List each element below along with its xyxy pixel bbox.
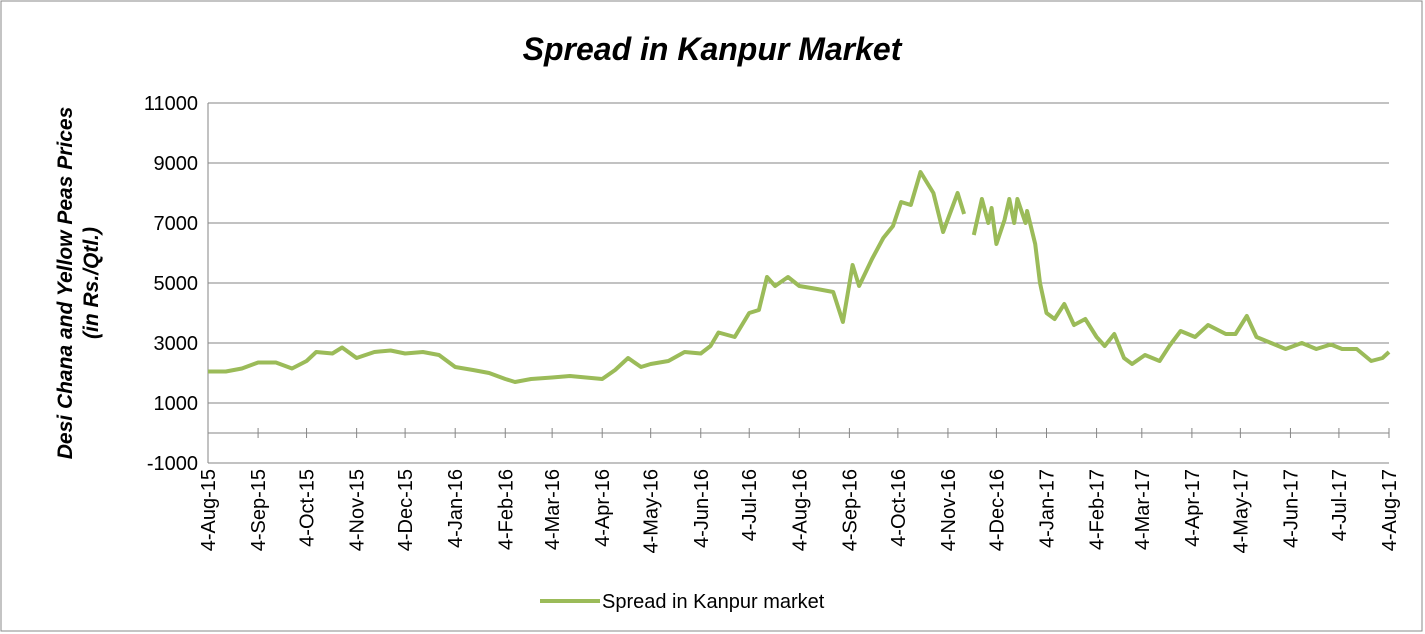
x-tick-label: 4-Jul-16: [739, 469, 761, 541]
x-tick-label: 4-Aug-15: [198, 469, 220, 551]
x-tick-label: 4-Jul-17: [1329, 469, 1351, 541]
x-tick-label: 4-Apr-17: [1182, 469, 1204, 547]
y-axis-title: Desi Chana and Yellow Peas Prices: [54, 107, 77, 460]
x-tick-label: 4-Feb-17: [1087, 469, 1109, 550]
x-tick-label: 4-Jun-16: [691, 469, 713, 548]
x-tick-label: 4-Oct-16: [888, 469, 910, 547]
x-tick-label: 4-Jan-17: [1036, 469, 1058, 548]
x-tick-label: 4-May-16: [641, 469, 663, 553]
y-tick-label: 7000: [154, 213, 199, 235]
x-tick-label: 4-Dec-15: [395, 469, 417, 551]
y-tick-label: 1000: [154, 393, 199, 415]
y-tick-label: 11000: [144, 93, 198, 115]
x-tick-label: 4-Nov-16: [938, 469, 960, 551]
x-tick-label: 4-May-17: [1230, 469, 1252, 553]
x-tick-label: 4-Jun-17: [1280, 469, 1302, 548]
y-axis-title: (in Rs./Qtl.): [80, 227, 103, 339]
y-tick-label: -1000: [147, 453, 198, 475]
legend-label: Spread in Kanpur market: [602, 591, 825, 613]
y-tick-label: 9000: [154, 153, 199, 175]
x-tick-label: 4-Nov-15: [347, 469, 369, 551]
y-tick-label: 3000: [154, 333, 199, 355]
x-tick-label: 4-Aug-17: [1379, 469, 1401, 551]
x-tick-label: 4-Feb-16: [495, 469, 517, 550]
data-line: [208, 170, 1391, 384]
x-tick-label: 4-Apr-16: [592, 469, 614, 547]
x-tick-label: 4-Sep-15: [248, 469, 270, 551]
x-tick-label: 4-Mar-17: [1132, 469, 1154, 550]
x-tick-label: 4-Jan-16: [445, 469, 467, 548]
x-tick-label: 4-Dec-16: [986, 469, 1008, 551]
y-tick-label: 5000: [154, 273, 199, 295]
x-tick-label: 4-Mar-16: [542, 469, 564, 550]
chart-title: Spread in Kanpur Market: [523, 31, 903, 67]
x-tick-label: 4-Aug-16: [789, 469, 811, 551]
x-tick-label: 4-Oct-15: [297, 469, 319, 547]
x-tick-label: 4-Sep-16: [839, 469, 861, 551]
